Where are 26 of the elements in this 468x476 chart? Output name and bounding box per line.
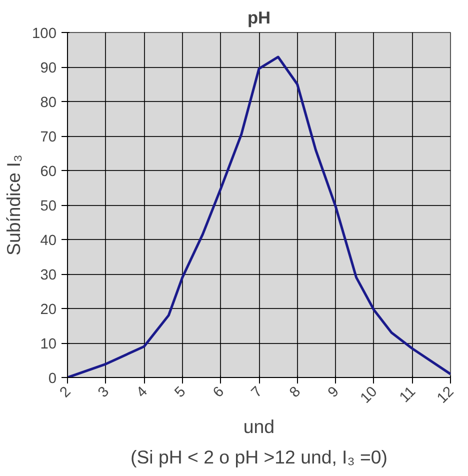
y-axis-title: Subíndice I₃ [3, 154, 24, 256]
y-tick-label: 100 [32, 26, 57, 42]
x-axis-title: und [243, 416, 275, 437]
y-tick-label: 60 [40, 164, 57, 180]
text: (Si pH < 2 o pH >12 und, I₃ =0) [130, 446, 388, 468]
y-tick-label: 10 [40, 336, 57, 352]
y-tick-label: 50 [40, 198, 57, 214]
x-tick-label: 3 [95, 384, 113, 401]
x-tick-label: 5 [172, 384, 190, 401]
x-tick-label: 6 [210, 384, 228, 401]
y-tick-label: 80 [40, 95, 57, 111]
y-tick-label: 0 [48, 371, 57, 387]
x-tick-label: 9 [325, 384, 342, 401]
x-tick-label: 4 [134, 384, 151, 401]
y-tick-label: 40 [40, 233, 57, 249]
chart-title: pH [247, 8, 271, 28]
x-tick-label: 8 [286, 384, 304, 401]
x-tick-label: 12 [434, 384, 458, 407]
y-tick-label: 70 [40, 130, 57, 146]
x-tick-label: 7 [248, 384, 266, 401]
x-tick-label: 2 [57, 384, 74, 401]
x-tick-label: 11 [396, 384, 419, 406]
x-tick-label: 10 [358, 384, 381, 407]
y-tick-label: 20 [40, 302, 57, 318]
y-tick-label: 90 [40, 60, 57, 76]
y-tick-label: 30 [40, 268, 57, 284]
